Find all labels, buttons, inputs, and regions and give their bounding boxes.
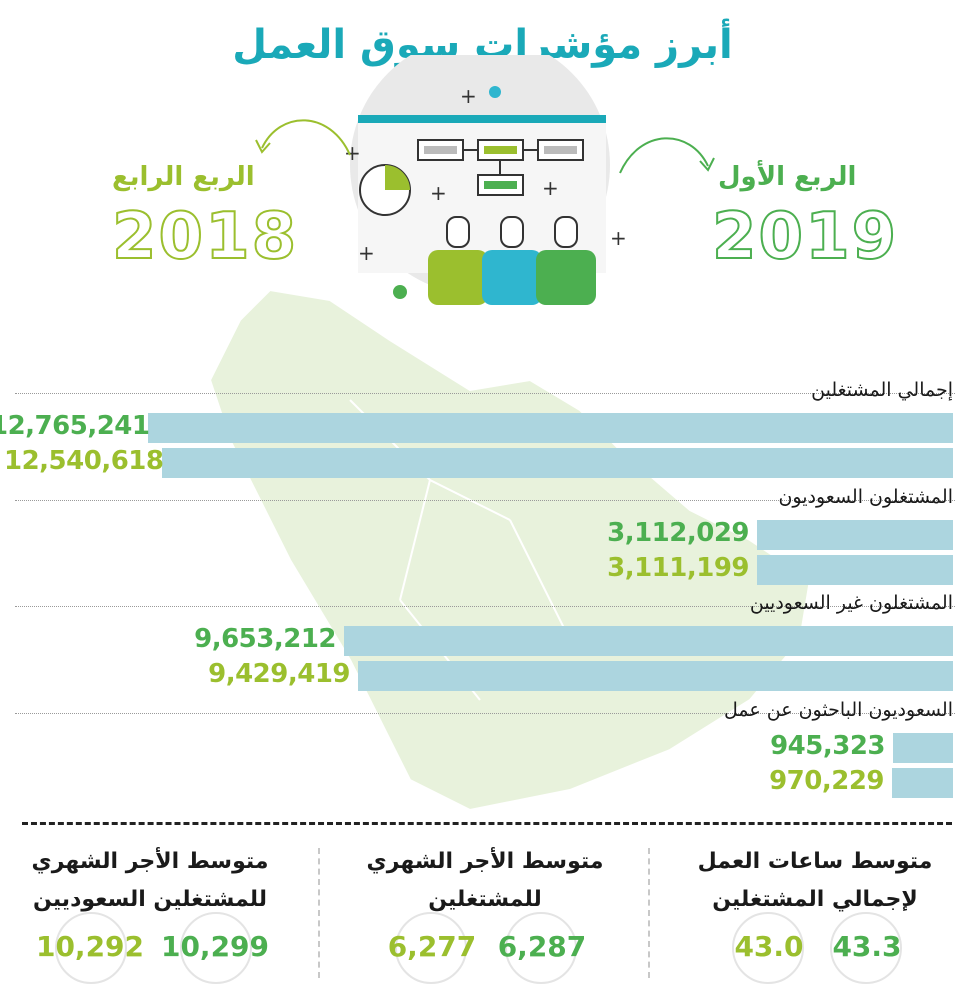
stat-separator: [318, 848, 320, 978]
value-ring: [732, 912, 804, 984]
bar-2019: [148, 413, 953, 443]
value-label-2018: 12,540,618: [4, 446, 164, 476]
bar-2018: [162, 448, 953, 478]
value-ring: [505, 912, 577, 984]
bar-2019: [344, 626, 953, 656]
value-label-2019: 9,653,212: [194, 624, 336, 654]
bar-2018: [757, 555, 953, 585]
category-label: المشتغلون السعوديون: [778, 486, 953, 508]
arrow-right-icon: [619, 137, 715, 174]
stat-title-hours: متوسط ساعات العمل لإجمالي المشتغلين: [697, 849, 933, 912]
stat-title-wage-saudi: متوسط الأجر الشهري للمشتغلين السعوديين: [31, 849, 269, 912]
stat-hours-2018: 43.0: [734, 930, 804, 963]
bar-2019: [893, 733, 953, 763]
stat-wage-saudi-2018: 10,292: [35, 930, 145, 963]
category-label: المشتغلون غير السعوديين: [749, 592, 953, 614]
year-2019: 2019: [711, 199, 899, 275]
value-label-2018: 3,111,199: [607, 553, 749, 583]
section-separator: [15, 713, 955, 714]
stat-wage-saudi-2019: 10,299: [160, 930, 270, 963]
value-label-2018: 970,229: [769, 766, 884, 796]
stat-wage-2018: 6,277: [387, 930, 477, 963]
category-label: السعوديون الباحثون عن عمل: [724, 699, 953, 721]
value-ring: [830, 912, 902, 984]
period-label-2018: الربع الرابع: [112, 162, 255, 192]
value-label-2019: 12,765,241: [0, 411, 150, 441]
value-label-2019: 945,323: [770, 731, 885, 761]
value-ring: [180, 912, 252, 984]
section-separator: [15, 606, 955, 607]
svg-text:+: +: [358, 241, 375, 265]
value-label-2019: 3,112,029: [607, 518, 749, 548]
svg-text:+: +: [460, 84, 477, 108]
org-chart-illustration: + + + + + +: [344, 55, 627, 305]
value-ring: [395, 912, 467, 984]
svg-text:+: +: [344, 141, 361, 165]
svg-text:+: +: [542, 176, 559, 200]
svg-text:+: +: [610, 226, 627, 250]
arrow-left-icon: [255, 119, 351, 156]
stat-hours-2019: 43.3: [832, 930, 902, 963]
category-label: إجمالي المشتغلين: [811, 379, 953, 401]
bar-2018: [892, 768, 953, 798]
stat-separator: [648, 848, 650, 978]
svg-text:+: +: [430, 181, 447, 205]
value-ring: [55, 912, 127, 984]
saudi-map-illustration: [208, 288, 812, 812]
period-label-2019: الربع الأول: [718, 162, 857, 192]
bar-2018: [358, 661, 953, 691]
value-label-2018: 9,429,419: [208, 659, 350, 689]
year-2018: 2018: [111, 199, 299, 275]
bar-2019: [757, 520, 953, 550]
stat-title-wage: متوسط الأجر الشهري للمشتغلين: [366, 849, 604, 912]
section-separator: [15, 393, 955, 394]
dashed-divider: [22, 822, 952, 825]
stat-wage-2019: 6,287: [497, 930, 587, 963]
section-separator: [15, 500, 955, 501]
